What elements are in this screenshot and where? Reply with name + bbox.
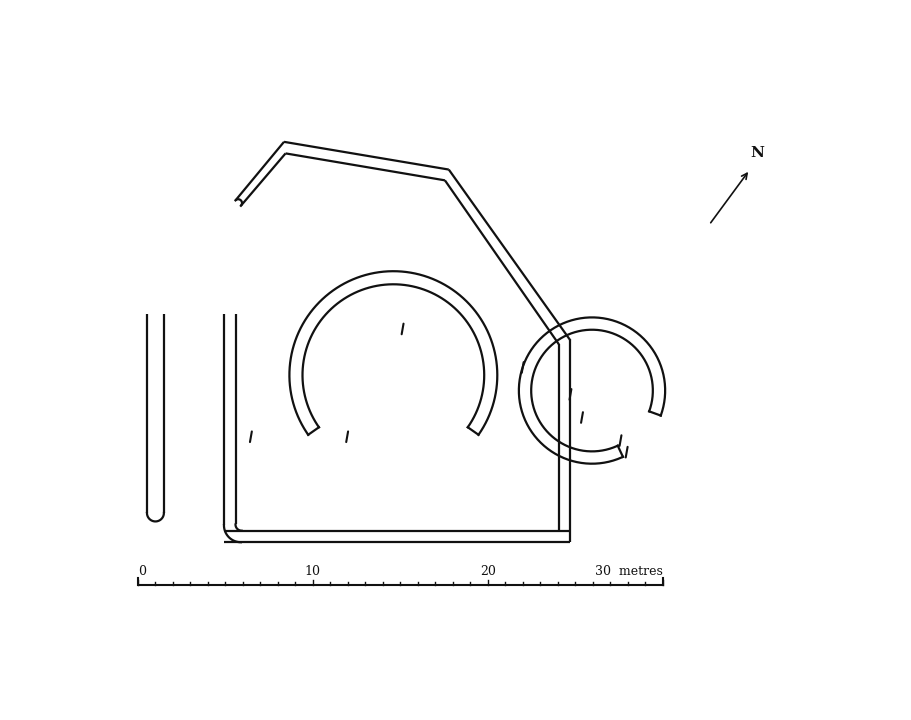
Text: 10: 10 — [305, 564, 321, 577]
Text: 30  metres: 30 metres — [595, 564, 663, 577]
Text: 20: 20 — [480, 564, 496, 577]
Text: N: N — [750, 145, 763, 160]
Text: 0: 0 — [138, 564, 146, 577]
